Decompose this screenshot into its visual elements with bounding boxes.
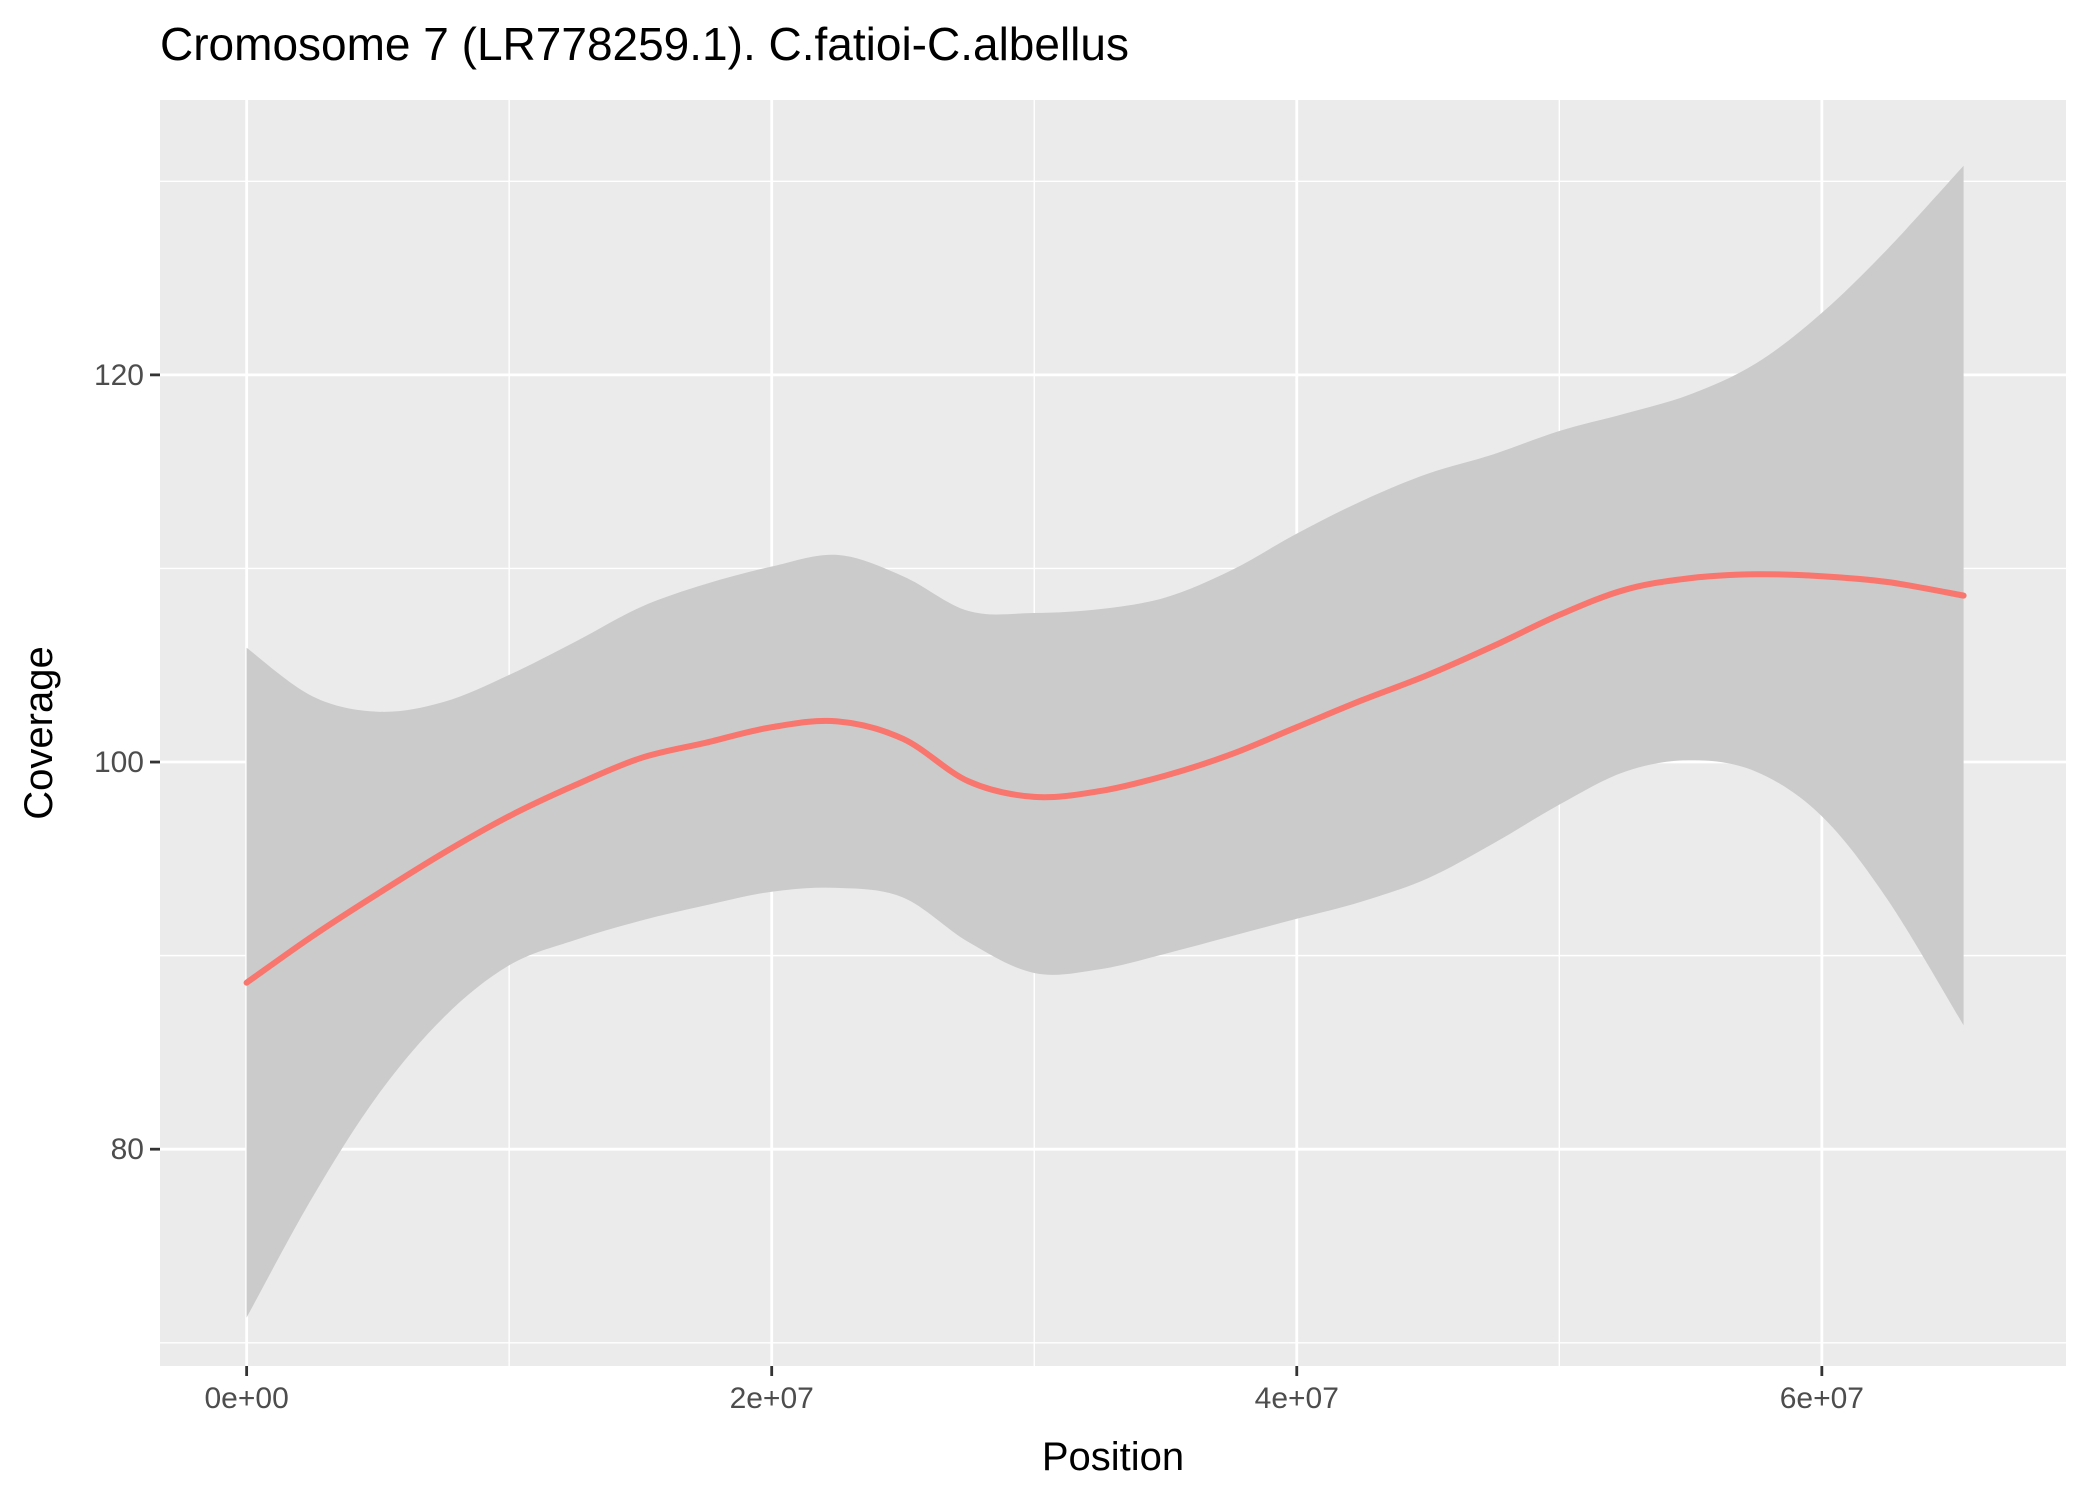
x-tick-label: 0e+00 — [205, 1382, 289, 1415]
x-tick-label: 6e+07 — [1780, 1382, 1864, 1415]
confidence-band-layer — [246, 165, 1964, 1318]
x-axis-title: Position — [1042, 1435, 1184, 1479]
y-axis-ticks: 80 100 120 — [94, 359, 160, 1166]
x-tick-label: 2e+07 — [730, 1382, 814, 1415]
x-tick-label: 4e+07 — [1255, 1382, 1339, 1415]
series-line-layer — [243, 571, 1967, 986]
y-axis-title: Coverage — [17, 646, 61, 819]
x-axis-ticks: 0e+00 2e+07 4e+07 6e+07 — [205, 1366, 1864, 1415]
y-tick-label: 80 — [111, 1133, 144, 1166]
chart-title: Cromosome 7 (LR778259.1). C.fatioi-C.alb… — [160, 18, 1129, 70]
y-tick-label: 100 — [94, 746, 144, 779]
confidence-band — [246, 165, 1964, 1318]
y-tick-label: 120 — [94, 359, 144, 392]
smoothed-coverage-line — [243, 571, 1967, 986]
